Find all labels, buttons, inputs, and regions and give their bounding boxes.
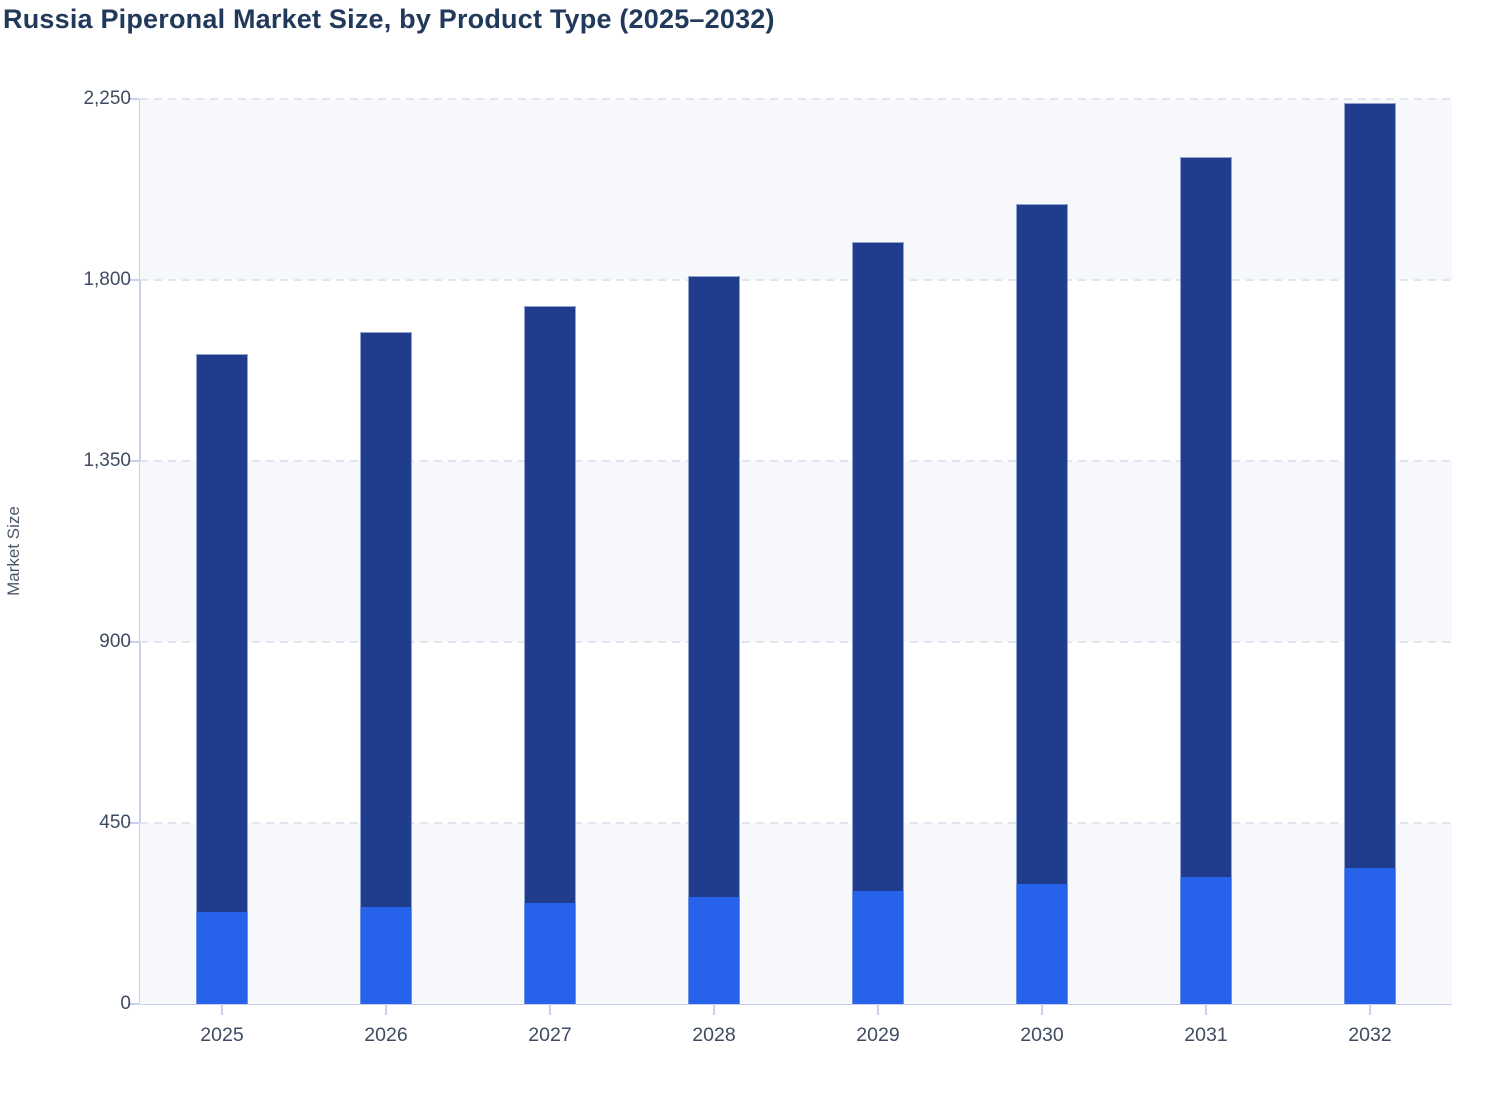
bar-2030[interactable] [1016, 203, 1068, 1004]
plot-band [140, 280, 1452, 461]
x-tick-mark [877, 1004, 879, 1015]
bar-segment-top-segment-dark-navy-2026[interactable] [360, 332, 412, 908]
bar-segment-top-segment-dark-navy-2029[interactable] [852, 241, 904, 892]
bar-2026[interactable] [360, 332, 412, 1004]
bar-segment-top-segment-dark-navy-2030[interactable] [1016, 203, 1068, 885]
bar-2032[interactable] [1344, 103, 1396, 1004]
gridline [140, 460, 1452, 462]
chart-title: Russia Piperonal Market Size, by Product… [3, 4, 775, 34]
bar-segment-bottom-segment-bright-blue-2026[interactable] [360, 907, 412, 1004]
bar-segment-top-segment-dark-navy-2027[interactable] [524, 306, 576, 903]
y-axis-title: Market Size [4, 506, 23, 596]
gridline [140, 279, 1452, 281]
bar-segment-top-segment-dark-navy-2028[interactable] [688, 276, 740, 898]
x-tick-label-2027: 2027 [528, 1024, 572, 1046]
bar-segment-bottom-segment-bright-blue-2032[interactable] [1344, 868, 1396, 1004]
x-tick-label-2030: 2030 [1020, 1024, 1064, 1046]
x-tick-label-2026: 2026 [364, 1024, 408, 1046]
bar-segment-bottom-segment-bright-blue-2029[interactable] [852, 891, 904, 1004]
x-tick-mark [549, 1004, 551, 1015]
x-tick-mark [385, 1004, 387, 1015]
y-tick-mark [128, 98, 139, 100]
plot-band [140, 642, 1452, 823]
y-tick-mark [128, 460, 139, 462]
plot-band [140, 823, 1452, 1004]
y-tick-label: 0 [120, 993, 131, 1014]
y-tick-mark [128, 279, 139, 281]
x-axis-line [140, 1003, 1452, 1005]
bar-segment-bottom-segment-bright-blue-2025[interactable] [196, 911, 248, 1004]
y-tick-mark [128, 1003, 139, 1005]
x-tick-label-2028: 2028 [692, 1024, 736, 1046]
bar-segment-top-segment-dark-navy-2031[interactable] [1180, 157, 1232, 877]
y-tick-label: 2,250 [83, 88, 131, 109]
gridline [140, 641, 1452, 643]
bar-2029[interactable] [852, 241, 904, 1004]
x-tick-mark [1041, 1004, 1043, 1015]
x-tick-label-2032: 2032 [1348, 1024, 1392, 1046]
y-tick-label: 1,350 [83, 450, 131, 471]
y-tick-mark [128, 822, 139, 824]
y-tick-label: 1,800 [83, 269, 131, 290]
x-tick-mark [221, 1004, 223, 1015]
x-tick-label-2031: 2031 [1184, 1024, 1228, 1046]
bar-2025[interactable] [196, 354, 248, 1004]
bar-2028[interactable] [688, 276, 740, 1004]
bar-segment-bottom-segment-bright-blue-2030[interactable] [1016, 884, 1068, 1004]
bar-segment-top-segment-dark-navy-2025[interactable] [196, 354, 248, 912]
bar-2027[interactable] [524, 306, 576, 1004]
x-tick-mark [1369, 1004, 1371, 1015]
x-tick-label-2025: 2025 [200, 1024, 244, 1046]
x-tick-label-2029: 2029 [856, 1024, 900, 1046]
bar-segment-bottom-segment-bright-blue-2031[interactable] [1180, 876, 1232, 1004]
x-tick-mark [713, 1004, 715, 1015]
x-tick-mark [1205, 1004, 1207, 1015]
gridline [140, 822, 1452, 824]
y-tick-label: 900 [99, 631, 131, 652]
plot-band [140, 99, 1452, 280]
y-tick-label: 450 [99, 812, 131, 833]
y-tick-mark [128, 641, 139, 643]
bar-2031[interactable] [1180, 157, 1232, 1004]
plot-band [140, 461, 1452, 642]
bar-segment-top-segment-dark-navy-2032[interactable] [1344, 103, 1396, 869]
gridline [140, 98, 1452, 100]
bar-segment-bottom-segment-bright-blue-2028[interactable] [688, 897, 740, 1004]
plot-area [139, 98, 1452, 1005]
bar-segment-bottom-segment-bright-blue-2027[interactable] [524, 902, 576, 1004]
